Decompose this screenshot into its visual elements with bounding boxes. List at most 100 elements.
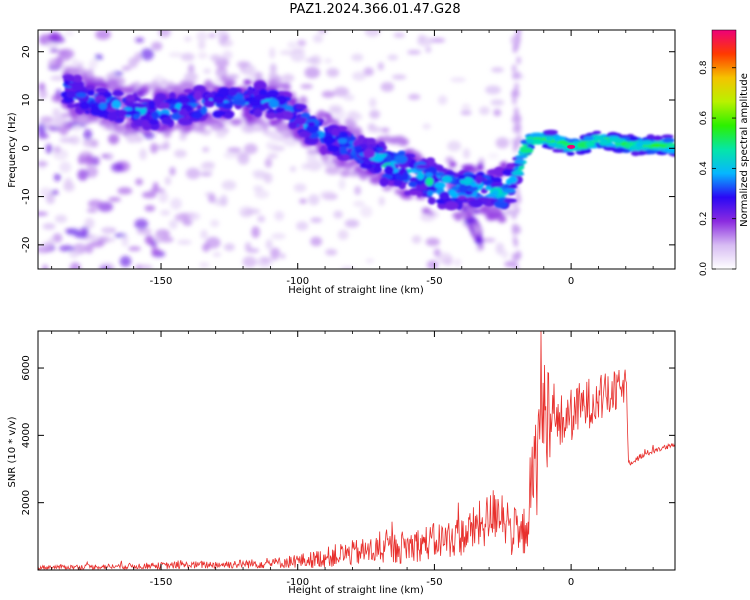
heatmap-speckle (515, 36, 521, 45)
heatmap-speckle (264, 158, 273, 168)
heatmap-ridge-cell (298, 130, 312, 138)
heatmap-ridge-cell (179, 133, 187, 141)
heatmap-ridge-cell (133, 81, 141, 88)
heatmap-speckle (480, 238, 496, 243)
heatmap-ridge-cell (511, 170, 524, 176)
heatmap-ridge-cell (224, 111, 234, 119)
heatmap-ridge-cell (306, 149, 319, 155)
heatmap-ridge-cell (651, 143, 662, 148)
heatmap-ridge-cell (394, 154, 408, 164)
heatmap-ridge-cell (126, 133, 138, 144)
heatmap-speckle (49, 47, 59, 53)
heatmap-ridge-cell (374, 163, 382, 174)
snr-x-tick-label: 0 (568, 577, 574, 588)
heatmap-speckle (209, 54, 225, 60)
heatmap-ridge-cell (475, 236, 482, 243)
heatmap-ridge-cell (470, 199, 483, 208)
heatmap-ridge-cell (95, 87, 108, 93)
heatmap-speckle (364, 30, 381, 37)
heatmap-speckle (227, 147, 242, 153)
heatmap-speckle (325, 248, 338, 256)
heatmap-speckle (50, 189, 59, 196)
spectrogram-y-tick-label: -10 (21, 188, 32, 204)
colorbar-tick-label: 0.2 (699, 212, 709, 226)
heatmap-ridge-cell (466, 186, 478, 192)
heatmap-speckle (365, 258, 375, 264)
heatmap-ridge-cell (501, 188, 516, 194)
heatmap-ridge-cell (338, 143, 351, 148)
heatmap-ridge-cell (148, 100, 156, 110)
heatmap-speckle (42, 264, 49, 269)
colorbar-tick-label: 0.0 (699, 262, 709, 277)
heatmap-speckle (134, 264, 143, 269)
heatmap-speckle (136, 227, 152, 235)
heatmap-ridge-cell (603, 146, 617, 151)
heatmap-speckle (333, 86, 349, 97)
heatmap-ridge-cell (631, 150, 641, 157)
heatmap-speckle (490, 99, 505, 106)
heatmap-speckle (495, 137, 510, 149)
heatmap-speckle (104, 226, 111, 236)
heatmap-ridge-cell (402, 171, 409, 181)
heatmap-speckle (83, 128, 93, 141)
heatmap-speckle (47, 126, 62, 132)
heatmap-speckle (380, 81, 395, 92)
heatmap-ridge-cell (544, 129, 558, 135)
heatmap-speckle (324, 166, 341, 175)
heatmap-ridge-cell (342, 154, 349, 160)
heatmap-ridge-cell (486, 193, 497, 198)
heatmap-speckle (516, 123, 522, 132)
heatmap-speckle (512, 88, 518, 97)
heatmap-speckle (47, 33, 63, 39)
heatmap-ridge-cell (662, 137, 675, 144)
heatmap-speckle (42, 223, 56, 230)
heatmap-speckle (344, 219, 360, 228)
spectrogram-y-tick-label: 20 (21, 45, 32, 58)
heatmap-ridge-cell (66, 90, 77, 99)
heatmap-speckle (363, 67, 374, 77)
heatmap-ridge-cell (133, 113, 141, 120)
heatmap-speckle (168, 219, 178, 230)
heatmap-ridge-cell (72, 74, 83, 83)
heatmap-speckle (57, 49, 67, 56)
heatmap-ridge-cell (112, 90, 124, 97)
heatmap-ridge-cell (349, 172, 359, 177)
heatmap-ridge-cell (363, 148, 376, 159)
heatmap-ridge-cell (269, 139, 280, 144)
heatmap-ridge-cell (134, 103, 148, 109)
heatmap-ridge-cell (508, 184, 518, 189)
heatmap-speckle (158, 30, 171, 38)
heatmap-speckle (422, 123, 431, 130)
heatmap-speckle (101, 154, 108, 159)
heatmap-speckle (495, 242, 505, 255)
heatmap-ridge-cell (210, 123, 221, 131)
heatmap-ridge-cell (444, 201, 459, 211)
heatmap-speckle (134, 52, 142, 63)
heatmap-speckle (52, 107, 61, 119)
heatmap-speckle (283, 137, 299, 147)
spectrogram-y-tick-label: 10 (21, 94, 32, 107)
heatmap-speckle (369, 109, 381, 119)
heatmap-ridge-cell (416, 190, 423, 198)
heatmap-speckle (296, 221, 309, 231)
heatmap-hotspot (170, 108, 179, 114)
heatmap-peak (567, 144, 576, 149)
heatmap-ridge-cell (503, 208, 517, 216)
heatmap-speckle (117, 187, 133, 195)
heatmap-speckle (59, 161, 72, 173)
heatmap-ridge-cell (299, 96, 308, 105)
heatmap-speckle (353, 200, 365, 207)
heatmap-speckle (408, 93, 421, 101)
heatmap-ridge-cell (107, 112, 118, 122)
snr-series-line (38, 331, 675, 570)
heatmap-speckle (215, 30, 229, 38)
snr-y-tick-label: 2000 (21, 490, 32, 515)
heatmap-speckle (310, 236, 323, 247)
heatmap-speckle (221, 180, 237, 191)
heatmap-speckle (270, 247, 281, 259)
heatmap-speckle (514, 253, 520, 262)
heatmap-hotspot (545, 136, 554, 142)
heatmap-speckle (271, 233, 286, 240)
heatmap-ridge-cell (330, 107, 342, 112)
